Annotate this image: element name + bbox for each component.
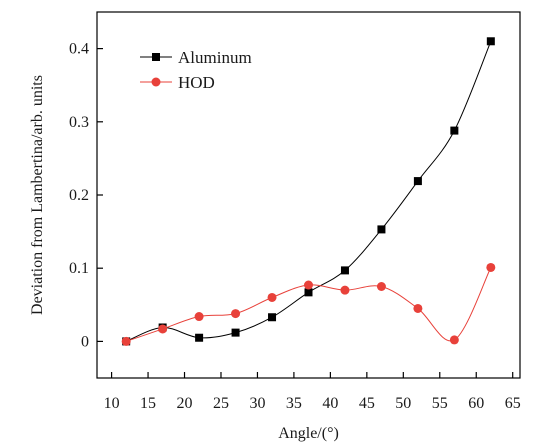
- data-point-hod: [304, 280, 313, 290]
- data-point-aluminum: [377, 225, 386, 234]
- data-point-aluminum: [304, 288, 313, 297]
- data-point-hod: [413, 303, 423, 313]
- x-tick-label: 10: [104, 395, 120, 412]
- x-tick-label: 30: [249, 395, 265, 412]
- data-point-hod: [231, 309, 241, 319]
- x-tick-label: 25: [213, 395, 229, 412]
- y-tick-label: 0.1: [69, 260, 89, 277]
- data-point-hod: [158, 324, 168, 334]
- x-tick-label: 55: [432, 395, 448, 412]
- data-point-aluminum: [195, 333, 204, 342]
- plot-frame: [96, 11, 521, 379]
- legend-label: HOD: [178, 73, 215, 92]
- data-point-hod: [267, 292, 277, 302]
- data-point-hod: [376, 282, 386, 291]
- data-point-aluminum: [486, 37, 495, 46]
- x-tick-label: 45: [359, 395, 375, 412]
- y-tick-label: 0.2: [69, 187, 89, 204]
- data-point-aluminum: [340, 266, 349, 275]
- x-tick-label: 65: [505, 395, 521, 412]
- series-line-hod: [126, 267, 492, 342]
- x-tick-label: 50: [395, 395, 411, 412]
- series-layer: [121, 37, 496, 346]
- x-tick-label: 20: [177, 395, 193, 412]
- legend-item-aluminum: Aluminum: [140, 48, 252, 67]
- y-axis: 0 0.1 0.2 0.3 0.4: [69, 41, 103, 350]
- legend-label: Aluminum: [178, 48, 252, 67]
- x-tick-label: 40: [322, 395, 338, 412]
- legend: Aluminum HOD: [140, 48, 252, 92]
- x-tick-label: 15: [140, 395, 156, 412]
- data-point-hod: [194, 312, 204, 322]
- data-point-aluminum: [231, 328, 240, 337]
- legend-marker: [152, 53, 160, 61]
- data-point-hod: [121, 336, 131, 346]
- x-axis: 10 15 20 25 30 35 40 45 50 55 60 65: [104, 372, 521, 412]
- x-axis-title: Angle/(°): [278, 425, 339, 442]
- series-hod: [121, 262, 496, 346]
- y-axis-title: Deviation from Lambertina/arb. units: [29, 75, 46, 315]
- data-point-aluminum: [268, 313, 277, 322]
- y-tick-label: 0.4: [69, 41, 89, 58]
- data-point-hod: [486, 262, 496, 272]
- legend-item-hod: HOD: [140, 73, 215, 92]
- data-point-hod: [449, 335, 459, 345]
- x-tick-label: 35: [286, 395, 302, 412]
- y-tick-label: 0: [81, 333, 89, 350]
- data-point-aluminum: [450, 126, 459, 135]
- x-tick-label: 60: [468, 395, 484, 412]
- legend-marker: [151, 77, 161, 87]
- y-tick-label: 0.3: [69, 114, 89, 131]
- data-point-aluminum: [413, 177, 422, 186]
- data-point-hod: [340, 285, 350, 295]
- series-aluminum: [122, 37, 495, 346]
